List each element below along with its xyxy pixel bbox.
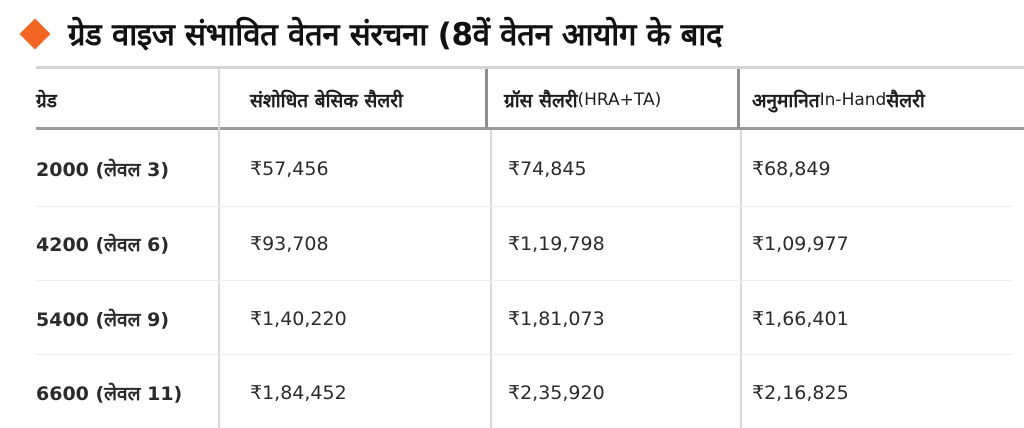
gross-cell: ₹1,19,798	[508, 233, 605, 255]
header-inhand: अनुमानित In-Hand सैलरी	[752, 80, 925, 120]
header-gross-label: ग्रॉस सैलरी	[504, 90, 578, 112]
basic-cell: ₹1,84,452	[250, 382, 347, 404]
grade-cell: 5400 (लेवल 9)	[36, 309, 170, 331]
inhand-cell: ₹1,66,401	[752, 308, 849, 330]
inhand-cell: ₹1,09,977	[752, 233, 849, 255]
title-text: ग्रेड वाइज संभावित वेतन संरचना (8वें वेत…	[68, 17, 723, 53]
column-divider	[490, 130, 492, 428]
column-divider	[737, 69, 740, 128]
column-divider	[485, 69, 488, 128]
header-inhand-label: अनुमानित	[752, 90, 820, 112]
header-basic: संशोधित बेसिक सैलरी	[250, 80, 403, 120]
header-gross: ग्रॉस सैलरी (HRA+TA)	[504, 80, 661, 120]
header-grade: ग्रेड	[36, 80, 57, 120]
header-grade-label: ग्रेड	[36, 90, 57, 112]
inhand-cell: ₹68,849	[752, 158, 831, 180]
basic-cell: ₹1,40,220	[250, 308, 347, 330]
gross-cell: ₹1,81,073	[508, 308, 605, 330]
row-divider	[36, 206, 1012, 207]
gross-cell: ₹74,845	[508, 158, 587, 180]
row-divider	[36, 354, 1012, 355]
page-title: ग्रेड वाइज संभावित वेतन संरचना (8वें वेत…	[14, 8, 723, 60]
inhand-cell: ₹2,16,825	[752, 382, 849, 404]
column-divider	[218, 69, 220, 428]
grade-cell: 6600 (लेवल 11)	[36, 383, 183, 405]
table-top-rule	[36, 66, 1024, 69]
basic-cell: ₹93,708	[250, 233, 329, 255]
header-inhand-latin: In-Hand	[819, 90, 887, 110]
gross-cell: ₹2,35,920	[508, 382, 605, 404]
column-divider	[740, 130, 742, 428]
header-basic-label: संशोधित बेसिक सैलरी	[250, 90, 403, 112]
salary-table: ग्रेड संशोधित बेसिक सैलरी ग्रॉस सैलरी (H…	[0, 66, 1024, 428]
header-inhand-suffix: सैलरी	[886, 90, 925, 112]
header-gross-suffix: (HRA+TA)	[577, 90, 662, 110]
table-header-rule	[36, 127, 1024, 130]
basic-cell: ₹57,456	[250, 158, 329, 180]
diamond-bullet-icon	[19, 18, 51, 50]
grade-cell: 2000 (लेवल 3)	[36, 159, 170, 181]
row-divider	[36, 280, 1012, 281]
grade-cell: 4200 (लेवल 6)	[36, 234, 170, 256]
